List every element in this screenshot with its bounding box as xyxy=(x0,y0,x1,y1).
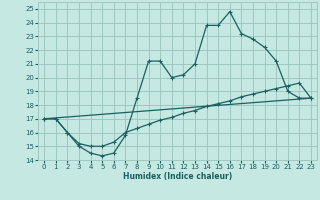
X-axis label: Humidex (Indice chaleur): Humidex (Indice chaleur) xyxy=(123,172,232,181)
